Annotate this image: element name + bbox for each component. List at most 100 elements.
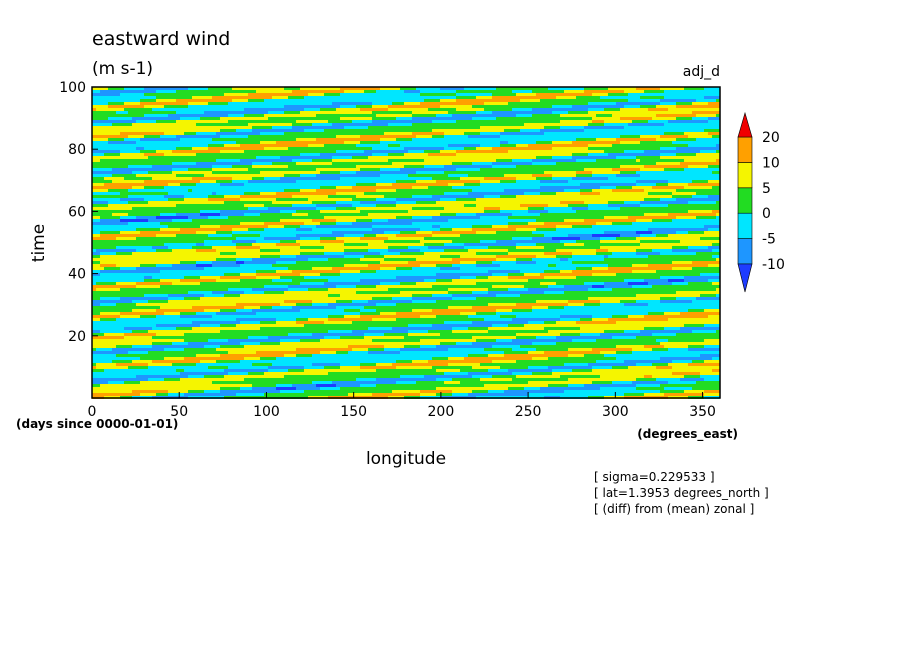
field-cell xyxy=(420,132,424,135)
field-cell xyxy=(636,171,640,174)
field-cell xyxy=(676,87,680,90)
field-cell xyxy=(200,144,204,147)
field-cell xyxy=(696,147,700,150)
field-cell xyxy=(524,165,528,168)
field-cell xyxy=(324,96,328,99)
field-cell xyxy=(576,108,580,111)
field-cell xyxy=(208,87,212,90)
field-cell xyxy=(688,132,692,135)
field-cell xyxy=(548,168,552,171)
field-cell xyxy=(620,159,624,162)
field-cell xyxy=(412,147,416,150)
field-cell xyxy=(508,150,512,153)
field-cell xyxy=(396,174,400,177)
field-cell xyxy=(516,102,520,105)
field-cell xyxy=(380,138,384,141)
field-cell xyxy=(368,168,372,171)
field-cell xyxy=(688,165,692,168)
field-cell xyxy=(492,96,496,99)
field-cell xyxy=(364,180,368,183)
field-cell xyxy=(404,126,408,129)
field-cell xyxy=(288,93,292,96)
field-cell xyxy=(576,120,580,123)
field-cell xyxy=(416,102,420,105)
field-cell xyxy=(336,123,340,126)
field-cell xyxy=(540,93,544,96)
field-cell xyxy=(416,108,420,111)
field-cell xyxy=(536,138,540,141)
field-cell xyxy=(116,159,120,162)
field-cell xyxy=(248,147,252,150)
field-cell xyxy=(164,108,168,111)
field-cell xyxy=(208,120,212,123)
field-cell xyxy=(348,99,352,102)
field-cell xyxy=(368,114,372,117)
field-cell xyxy=(708,159,712,162)
field-cell xyxy=(408,171,412,174)
field-cell xyxy=(456,120,460,123)
field-cell xyxy=(96,99,100,102)
field-cell xyxy=(240,93,244,96)
field-cell xyxy=(484,165,488,168)
field-cell xyxy=(692,117,696,120)
field-cell xyxy=(468,135,472,138)
field-cell xyxy=(716,138,720,141)
field-cell xyxy=(604,117,608,120)
field-cell xyxy=(300,129,304,132)
field-cell xyxy=(408,105,412,108)
field-cell xyxy=(536,111,540,114)
field-cell xyxy=(200,99,204,102)
field-cell xyxy=(228,123,232,126)
field-cell xyxy=(644,117,648,120)
field-cell xyxy=(420,111,424,114)
field-cell xyxy=(660,90,664,93)
field-cell xyxy=(712,120,716,123)
field-cell xyxy=(496,180,500,183)
field-cell xyxy=(628,159,632,162)
field-cell xyxy=(580,156,584,159)
field-cell xyxy=(336,177,340,180)
field-cell xyxy=(200,138,204,141)
field-cell xyxy=(428,159,432,162)
field-cell xyxy=(116,135,120,138)
field-cell xyxy=(304,138,308,141)
field-cell xyxy=(560,129,564,132)
field-cell xyxy=(604,165,608,168)
field-cell xyxy=(652,93,656,96)
field-cell xyxy=(140,102,144,105)
field-cell xyxy=(308,177,312,180)
field-cell xyxy=(540,132,544,135)
field-cell xyxy=(332,114,336,117)
field-cell xyxy=(628,120,632,123)
field-cell xyxy=(492,180,496,183)
field-cell xyxy=(292,117,296,120)
field-cell xyxy=(136,174,140,177)
field-cell xyxy=(660,177,664,180)
field-cell xyxy=(180,123,184,126)
field-cell xyxy=(304,177,308,180)
field-cell xyxy=(480,102,484,105)
field-cell xyxy=(552,156,556,159)
field-cell xyxy=(636,111,640,114)
field-cell xyxy=(472,120,476,123)
field-cell xyxy=(144,141,148,144)
field-cell xyxy=(112,123,116,126)
field-cell xyxy=(100,156,104,159)
field-cell xyxy=(564,177,568,180)
field-cell xyxy=(300,117,304,120)
field-cell xyxy=(368,90,372,93)
field-cell xyxy=(368,141,372,144)
field-cell xyxy=(424,93,428,96)
field-cell xyxy=(204,105,208,108)
field-cell xyxy=(404,99,408,102)
field-cell xyxy=(324,141,328,144)
field-cell xyxy=(532,96,536,99)
field-cell xyxy=(556,120,560,123)
field-cell xyxy=(416,129,420,132)
field-cell xyxy=(640,177,644,180)
field-cell xyxy=(344,138,348,141)
field-cell xyxy=(656,162,660,165)
field-cell xyxy=(232,102,236,105)
field-cell xyxy=(264,108,268,111)
field-cell xyxy=(496,111,500,114)
